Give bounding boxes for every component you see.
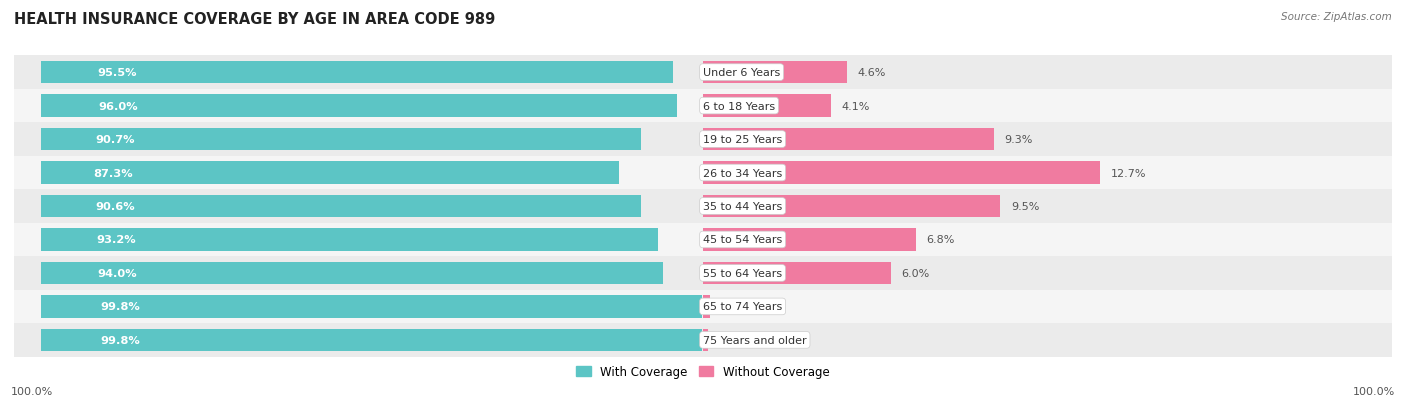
Text: 90.6%: 90.6% (96, 202, 135, 211)
Bar (703, 295, 710, 318)
FancyBboxPatch shape (14, 256, 1392, 290)
Text: 0.16%: 0.16% (718, 335, 754, 345)
Text: 99.8%: 99.8% (100, 335, 139, 345)
Bar (41, 128, 641, 151)
Bar (41, 329, 702, 351)
Bar (703, 128, 994, 151)
Text: Source: ZipAtlas.com: Source: ZipAtlas.com (1281, 12, 1392, 22)
Text: 65 to 74 Years: 65 to 74 Years (703, 301, 782, 312)
Text: 4.1%: 4.1% (842, 101, 870, 112)
Bar (41, 162, 619, 185)
Text: 100.0%: 100.0% (11, 387, 53, 396)
Bar (703, 228, 915, 251)
Legend: With Coverage, Without Coverage: With Coverage, Without Coverage (572, 360, 834, 383)
Bar (41, 262, 664, 285)
Bar (703, 195, 1000, 218)
Bar (703, 262, 891, 285)
Bar (703, 62, 846, 84)
Text: HEALTH INSURANCE COVERAGE BY AGE IN AREA CODE 989: HEALTH INSURANCE COVERAGE BY AGE IN AREA… (14, 12, 495, 27)
Bar (41, 228, 658, 251)
Text: 19 to 25 Years: 19 to 25 Years (703, 135, 782, 145)
FancyBboxPatch shape (14, 90, 1392, 123)
FancyBboxPatch shape (14, 290, 1392, 323)
Text: 93.2%: 93.2% (97, 235, 136, 245)
Bar (703, 95, 831, 118)
Text: 95.5%: 95.5% (98, 68, 138, 78)
Text: 6 to 18 Years: 6 to 18 Years (703, 101, 775, 112)
FancyBboxPatch shape (14, 223, 1392, 256)
FancyBboxPatch shape (14, 157, 1392, 190)
Text: 26 to 34 Years: 26 to 34 Years (703, 168, 782, 178)
Text: 99.8%: 99.8% (100, 301, 139, 312)
Text: 35 to 44 Years: 35 to 44 Years (703, 202, 782, 211)
Text: 6.8%: 6.8% (927, 235, 955, 245)
Text: 90.7%: 90.7% (96, 135, 135, 145)
Text: 6.0%: 6.0% (901, 268, 929, 278)
Bar (703, 329, 709, 351)
FancyBboxPatch shape (14, 56, 1392, 90)
FancyBboxPatch shape (14, 190, 1392, 223)
Text: 94.0%: 94.0% (97, 268, 136, 278)
Text: 12.7%: 12.7% (1111, 168, 1146, 178)
Text: 55 to 64 Years: 55 to 64 Years (703, 268, 782, 278)
Bar (703, 162, 1101, 185)
Text: 9.5%: 9.5% (1011, 202, 1039, 211)
FancyBboxPatch shape (14, 123, 1392, 157)
Bar (41, 95, 676, 118)
Text: Under 6 Years: Under 6 Years (703, 68, 780, 78)
FancyBboxPatch shape (14, 323, 1392, 357)
Text: 96.0%: 96.0% (98, 101, 138, 112)
Text: 9.3%: 9.3% (1005, 135, 1033, 145)
Text: 75 Years and older: 75 Years and older (703, 335, 807, 345)
Bar (41, 295, 702, 318)
Text: 0.21%: 0.21% (720, 301, 755, 312)
Text: 45 to 54 Years: 45 to 54 Years (703, 235, 782, 245)
Text: 4.6%: 4.6% (858, 68, 886, 78)
Text: 87.3%: 87.3% (93, 168, 134, 178)
Bar (41, 195, 641, 218)
Bar (41, 62, 673, 84)
Text: 100.0%: 100.0% (1353, 387, 1395, 396)
